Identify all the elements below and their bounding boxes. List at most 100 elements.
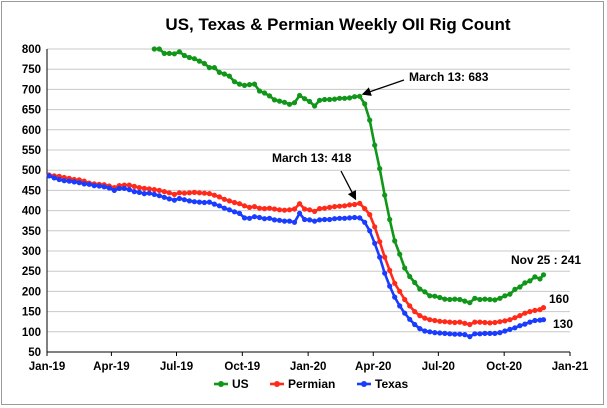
x-tick-label: Oct-19: [224, 361, 260, 373]
annotation-us-march: March 13: 683: [409, 70, 489, 84]
legend-marker: [361, 381, 367, 387]
data-point: [307, 207, 313, 213]
data-point: [527, 319, 533, 325]
data-point: [191, 199, 197, 205]
data-point: [362, 206, 368, 212]
data-point: [46, 173, 52, 179]
data-point: [322, 205, 328, 211]
data-point: [512, 315, 518, 321]
data-point: [216, 69, 222, 75]
y-tick-label: 400: [22, 206, 41, 218]
data-point: [447, 331, 453, 337]
data-point: [347, 202, 353, 208]
x-tick-label: Apr-19: [93, 361, 129, 373]
data-point: [452, 331, 458, 337]
data-point: [337, 215, 343, 221]
data-point: [417, 326, 423, 332]
series-line: [154, 47, 545, 304]
data-point: [161, 189, 167, 195]
data-point: [457, 296, 463, 303]
data-point: [347, 95, 353, 101]
data-point: [146, 190, 152, 196]
y-tick-label: 200: [22, 286, 41, 298]
data-point: [362, 219, 368, 225]
data-point: [412, 309, 418, 315]
data-point: [407, 316, 413, 322]
data-point: [291, 219, 298, 225]
data-point: [382, 270, 388, 276]
data-point: [402, 310, 408, 316]
data-point: [532, 307, 538, 313]
data-point: [392, 238, 398, 244]
annotation-permian-end: 160: [549, 292, 569, 306]
data-point: [442, 319, 448, 325]
legend-marker: [218, 381, 224, 387]
data-point: [397, 251, 403, 257]
data-point: [276, 217, 283, 223]
data-point: [357, 200, 363, 206]
data-point: [246, 215, 253, 221]
data-point: [251, 214, 258, 220]
x-tick-label: Oct-20: [486, 361, 522, 373]
axes: 50 100 150 200 250 300 350 400 450 500 550 600 650 70…: [22, 44, 589, 373]
data-point: [427, 293, 433, 299]
data-point: [357, 215, 363, 221]
data-point: [307, 217, 313, 223]
data-point: [402, 296, 408, 303]
data-point: [392, 280, 398, 286]
data-point: [442, 296, 448, 302]
data-point: [211, 65, 217, 71]
data-point: [201, 199, 207, 206]
data-point: [256, 205, 263, 211]
data-point: [502, 293, 508, 299]
data-point: [196, 199, 202, 205]
y-tick-label: 300: [22, 246, 41, 258]
data-point: [256, 214, 263, 221]
legend-item-us: US: [214, 377, 249, 391]
data-point: [437, 330, 443, 336]
data-point: [472, 319, 478, 325]
data-point: [81, 181, 87, 187]
data-point: [156, 187, 162, 193]
data-point: [206, 65, 212, 71]
data-point: [101, 184, 107, 190]
data-point: [231, 79, 238, 85]
data-point: [452, 296, 458, 302]
data-point: [352, 201, 358, 208]
data-point: [467, 334, 473, 340]
data-point: [472, 295, 478, 301]
data-point: [171, 191, 177, 197]
data-point: [211, 201, 217, 207]
data-point: [136, 189, 142, 195]
data-point: [492, 330, 498, 336]
data-point: [522, 310, 528, 316]
y-tick-label: 650: [22, 105, 41, 117]
data-point: [297, 92, 303, 99]
data-point: [226, 73, 232, 79]
annotation-arrow: [361, 79, 405, 96]
x-tick-label: Jul-20: [422, 361, 455, 373]
data-point: [231, 199, 238, 206]
data-point: [487, 296, 493, 303]
data-point: [497, 295, 503, 301]
data-point: [332, 216, 338, 222]
data-point: [432, 330, 438, 336]
data-point: [422, 328, 428, 334]
data-point: [342, 203, 348, 209]
data-point: [271, 217, 278, 223]
data-point: [457, 319, 463, 325]
data-point: [261, 216, 268, 222]
data-point: [186, 54, 192, 61]
data-point: [241, 203, 248, 209]
data-point: [191, 56, 197, 62]
data-point: [507, 317, 513, 323]
y-tick-label: 250: [22, 266, 41, 278]
x-tick-label: Apr-20: [355, 361, 391, 373]
data-point: [216, 203, 222, 209]
data-point: [86, 181, 92, 187]
data-point: [487, 330, 493, 336]
data-point: [540, 317, 547, 323]
data-point: [206, 191, 212, 197]
data-point: [66, 178, 72, 184]
data-point: [407, 273, 413, 280]
